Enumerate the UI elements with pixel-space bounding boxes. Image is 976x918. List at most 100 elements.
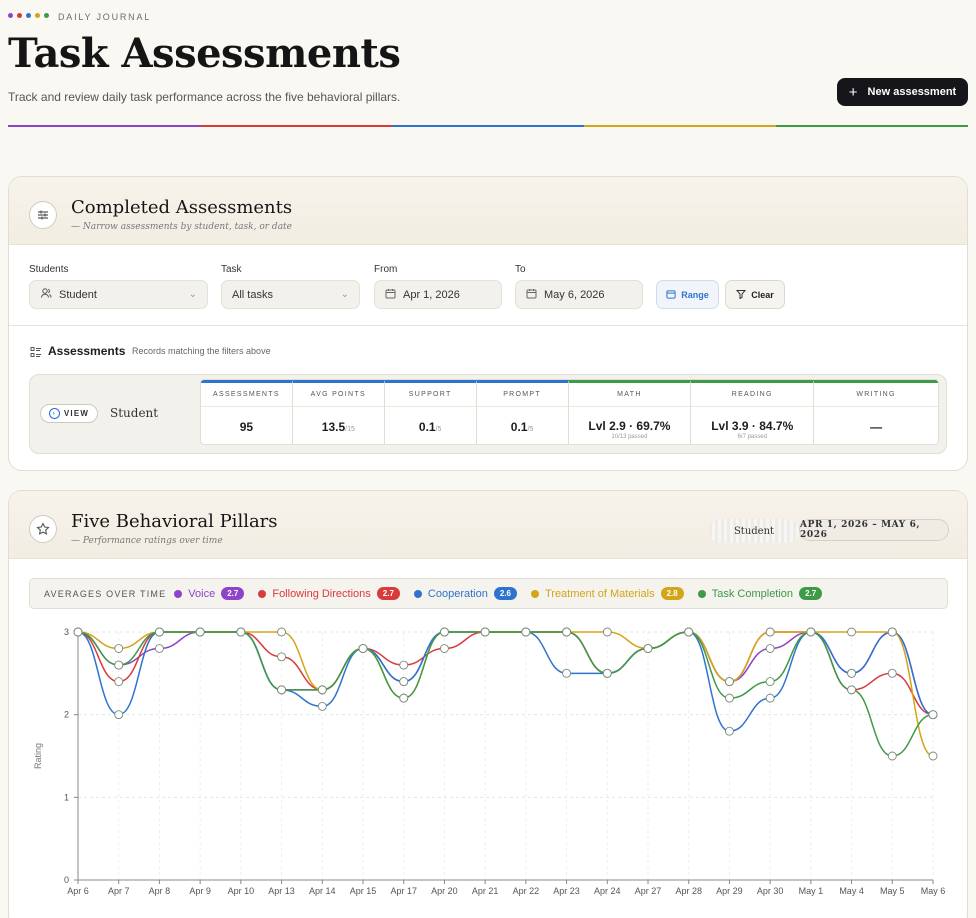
plus-icon: + (848, 83, 858, 101)
x-tick-label: Apr 14 (309, 886, 336, 896)
from-label: From (374, 264, 398, 275)
x-tick-label: Apr 15 (350, 886, 377, 896)
data-point (317, 701, 327, 711)
y-axis-label: Rating (33, 743, 43, 769)
data-point (724, 726, 734, 736)
legend-average-badge: 2.6 (493, 587, 517, 600)
calendar-icon (385, 288, 396, 302)
stat-value-text: — (870, 420, 883, 434)
legend-item[interactable]: Cooperation 2.6 (413, 587, 517, 600)
stat-value-text: 0.1 (510, 420, 528, 434)
stats-table: ASSESSMENTS 95 AVG POINTS 13.5/15 SUPPORT 0.1… (200, 379, 939, 445)
dot-green (44, 13, 49, 18)
x-tick-label: Apr 9 (189, 886, 211, 896)
stat-label: MATH (568, 383, 691, 407)
series-line (77, 631, 934, 716)
stat-value-text: Lvl 2.9 · 69.7% (588, 419, 671, 433)
x-tick-label: Apr 30 (757, 886, 784, 896)
rainbow-red (200, 125, 392, 127)
chevron-right-icon: › (48, 408, 60, 419)
clear-button[interactable]: Clear (725, 280, 785, 309)
data-point (236, 627, 246, 637)
sliders-icon (29, 201, 57, 229)
legend-heading: AVERAGES OVER TIME (44, 588, 167, 599)
card-header: Completed Assessments — Narrow assessmen… (9, 177, 967, 245)
page-title: Task Assessments (8, 30, 401, 77)
data-point (928, 710, 938, 720)
students-value: Student (59, 288, 97, 301)
view-button[interactable]: › VIEW (40, 404, 98, 423)
series-line (77, 631, 934, 716)
stat-assessments: ASSESSMENTS 95 (201, 380, 293, 444)
legend-label: Following Directions (272, 587, 371, 600)
stat-subtext: 10/13 passed (611, 434, 648, 440)
x-tick-label: Apr 8 (149, 886, 171, 896)
legend-item[interactable]: Following Directions 2.7 (258, 587, 400, 600)
legend-average-badge: 2.8 (660, 587, 684, 600)
task-select[interactable]: All tasks ⌄ (221, 280, 360, 309)
new-assessment-button[interactable]: + New assessment (837, 78, 968, 106)
legend-average-badge: 2.7 (799, 587, 823, 600)
card-header: Five Behavioral Pillars — Performance ra… (9, 491, 967, 559)
legend-item[interactable]: Task Completion 2.7 (697, 587, 823, 600)
card-subtitle: — Performance ratings over time (71, 536, 223, 546)
chevron-down-icon: ⌄ (340, 289, 349, 300)
y-tick-label: 0 (64, 875, 69, 885)
from-date-input[interactable]: Apr 1, 2026 (374, 280, 502, 309)
x-tick-label: Apr 21 (472, 886, 499, 896)
series-line (77, 631, 934, 732)
data-point (724, 677, 734, 687)
stat-suffix: /5 (527, 426, 534, 433)
assessments-note: Records matching the filters above (132, 346, 271, 356)
range-button[interactable]: Range (656, 280, 719, 309)
chevron-down-icon: ⌄ (188, 289, 197, 300)
data-point (154, 627, 164, 637)
legend-dot (174, 589, 183, 598)
data-point (114, 660, 124, 670)
data-point (765, 644, 775, 653)
x-tick-label: Apr 24 (594, 886, 621, 896)
series-line (77, 631, 934, 757)
data-point (154, 644, 164, 653)
task-value: All tasks (232, 288, 273, 301)
x-tick-label: Apr 28 (675, 886, 702, 896)
page-subtitle: Track and review daily task performance … (8, 90, 401, 104)
x-tick-label: Apr 7 (108, 886, 130, 896)
data-point (358, 644, 368, 653)
legend-label: Cooperation (427, 587, 488, 600)
stat-support: SUPPORT 0.1/5 (384, 380, 477, 444)
data-point (602, 627, 612, 637)
dot-purple (8, 13, 13, 18)
legend-average-badge: 2.7 (376, 587, 400, 600)
stat-label: PROMPT (476, 383, 568, 407)
stat-value: Lvl 2.9 · 69.7% (569, 419, 691, 433)
to-date-value: May 6, 2026 (544, 288, 605, 301)
from-date-value: Apr 1, 2026 (403, 288, 460, 301)
x-tick-label: May 1 (799, 886, 824, 896)
behavioral-pillars-card: Five Behavioral Pillars — Performance ra… (8, 490, 968, 918)
data-point (399, 677, 409, 687)
y-tick-label: 3 (64, 627, 69, 637)
to-date-input[interactable]: May 6, 2026 (515, 280, 643, 309)
date-range-tag: APR 1, 2026 – MAY 6, 2026 (799, 519, 949, 541)
data-point (480, 627, 490, 637)
stat-value-text: 13.5 (321, 420, 346, 434)
card-subtitle: — Narrow assessments by student, task, o… (71, 222, 292, 232)
chart-legend: AVERAGES OVER TIME Voice 2.7 Following Dir… (29, 578, 948, 609)
stat-label: WRITING (814, 383, 938, 407)
legend-item[interactable]: Voice 2.7 (174, 587, 245, 600)
data-point (317, 685, 327, 695)
calendar-icon (526, 288, 537, 302)
calendar-icon (666, 289, 676, 301)
x-tick-label: May 5 (880, 886, 905, 896)
legend-item[interactable]: Treatment of Materials 2.8 (530, 587, 684, 600)
students-select[interactable]: Student ⌄ (29, 280, 208, 309)
assessment-row: › VIEW Student ASSESSMENTS 95 AVG POINTS 13… (29, 374, 947, 454)
stat-value: Lvl 3.9 · 84.7% (691, 419, 813, 433)
stat-value-text: Lvl 3.9 · 84.7% (711, 419, 794, 433)
data-point (399, 660, 409, 670)
stat-reading: READING Lvl 3.9 · 84.7% 6/7 passed (691, 380, 815, 444)
stat-avg-points: AVG POINTS 13.5/15 (292, 380, 385, 444)
data-point (765, 693, 775, 703)
rainbow-divider (8, 125, 968, 127)
